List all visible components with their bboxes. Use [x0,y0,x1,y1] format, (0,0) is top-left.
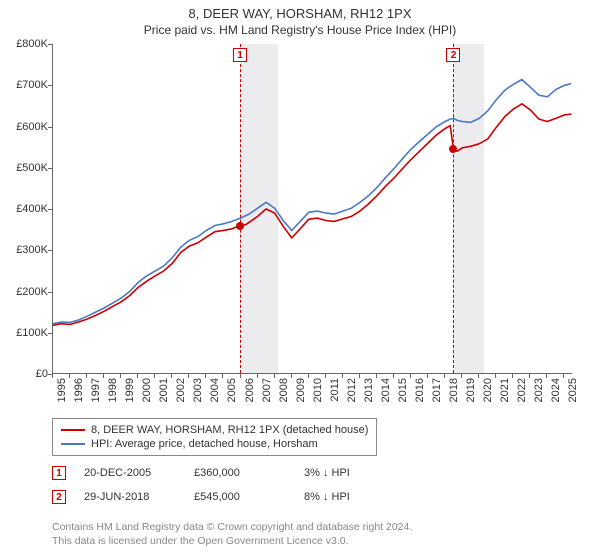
x-tick-label: 2006 [244,378,256,402]
x-tick-label: 2014 [380,378,392,402]
x-tick-label: 2015 [397,378,409,402]
x-tick-label: 2011 [329,378,341,402]
sale-date: 29-JUN-2018 [84,491,176,503]
legend-row: 8, DEER WAY, HORSHAM, RH12 1PX (detached… [61,423,368,437]
x-tick-label: 2000 [141,378,153,402]
sale-price: £545,000 [194,491,286,503]
sale-marker-icon: 2 [52,490,66,504]
x-tick-label: 2023 [533,378,545,402]
y-tick-label: £500K [2,162,48,174]
y-tick-label: £200K [2,286,48,298]
legend-swatch [61,443,85,445]
chart-marker-icon: 1 [233,48,247,62]
sale-delta: 8% ↓ HPI [304,491,396,503]
x-tick-label: 1999 [124,378,136,402]
x-tick-label: 2019 [465,378,477,402]
x-tick-label: 2004 [209,378,221,402]
footnote: Contains HM Land Registry data © Crown c… [52,520,412,548]
legend-label: 8, DEER WAY, HORSHAM, RH12 1PX (detached… [91,424,368,436]
sale-price: £360,000 [194,467,286,479]
x-tick-label: 1997 [90,378,102,402]
legend-swatch [61,429,85,431]
chart-subtitle: Price paid vs. HM Land Registry's House … [0,21,600,41]
legend: 8, DEER WAY, HORSHAM, RH12 1PX (detached… [52,418,377,456]
x-tick-label: 1998 [107,378,119,402]
x-tick-label: 2020 [482,378,494,402]
y-tick-label: £0 [2,368,48,380]
footnote-line: Contains HM Land Registry data © Crown c… [52,520,412,534]
sale-row: 2 29-JUN-2018 £545,000 8% ↓ HPI [52,490,396,504]
sale-row: 1 20-DEC-2005 £360,000 3% ↓ HPI [52,466,396,480]
y-tick-label: £100K [2,327,48,339]
x-tick-label: 2013 [363,378,375,402]
y-tick-label: £700K [2,79,48,91]
x-tick-label: 2024 [550,378,562,402]
y-tick-label: £800K [2,38,48,50]
plot-area: 12 [52,44,572,374]
line-layer [53,44,572,373]
x-tick-label: 2025 [567,378,579,402]
sale-marker-icon: 1 [52,466,66,480]
series-line [53,104,571,325]
x-tick-label: 2005 [226,378,238,402]
x-tick-label: 2012 [346,378,358,402]
x-tick-label: 2018 [448,378,460,402]
series-line [53,80,571,324]
x-tick-label: 2017 [431,378,443,402]
sale-date: 20-DEC-2005 [84,467,176,479]
sale-delta: 3% ↓ HPI [304,467,396,479]
x-tick-label: 2009 [295,378,307,402]
x-tick-label: 2007 [261,378,273,402]
x-tick-label: 2008 [278,378,290,402]
x-tick-label: 1996 [73,378,85,402]
x-tick-label: 2022 [516,378,528,402]
x-tick-label: 2010 [312,378,324,402]
footnote-line: This data is licensed under the Open Gov… [52,534,412,548]
x-tick-label: 2016 [414,378,426,402]
y-tick-label: £600K [2,121,48,133]
x-tick-label: 1995 [56,378,68,402]
x-tick-label: 2001 [158,378,170,402]
x-tick-label: 2002 [175,378,187,402]
chart-container: 8, DEER WAY, HORSHAM, RH12 1PX Price pai… [0,0,600,560]
legend-label: HPI: Average price, detached house, Hors… [91,438,318,450]
y-tick-label: £300K [2,244,48,256]
legend-row: HPI: Average price, detached house, Hors… [61,437,368,451]
x-tick-label: 2003 [192,378,204,402]
y-tick-label: £400K [2,203,48,215]
x-tick-label: 2021 [499,378,511,402]
chart-marker-icon: 2 [446,48,460,62]
chart-title: 8, DEER WAY, HORSHAM, RH12 1PX [0,0,600,21]
